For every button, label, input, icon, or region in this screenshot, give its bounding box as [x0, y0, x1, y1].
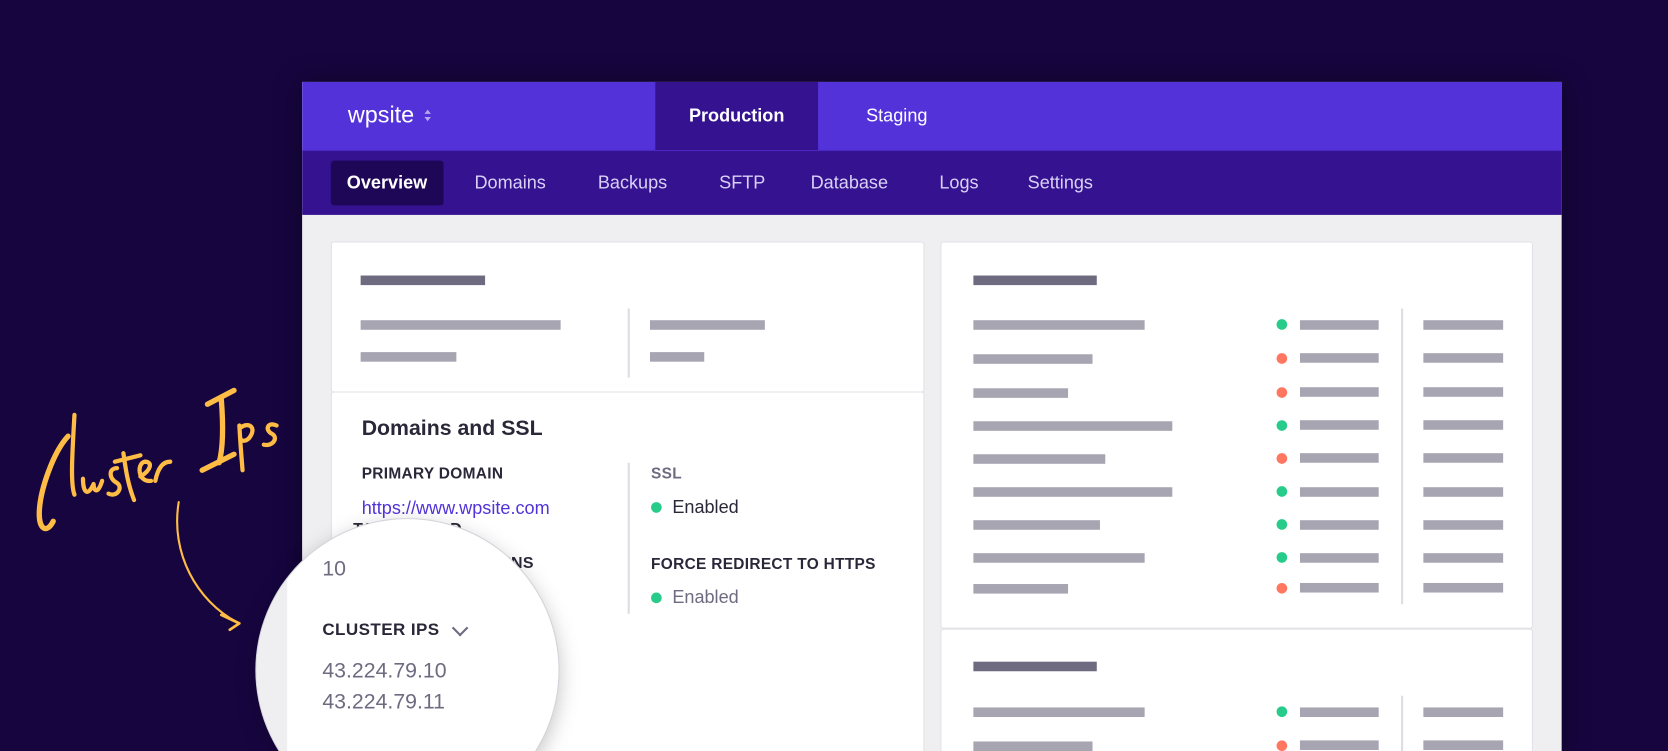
- total-domains-value: 10: [322, 557, 347, 581]
- tab-production[interactable]: Production: [655, 81, 819, 150]
- status-dot-icon: [1276, 486, 1288, 497]
- subnav-item-domains[interactable]: Domains: [474, 172, 546, 193]
- ssl-label: SSL: [651, 465, 683, 483]
- status-dot-icon: [1276, 519, 1288, 530]
- force-https-status: Enabled: [651, 587, 739, 608]
- subnav-item-settings[interactable]: Settings: [1027, 172, 1093, 193]
- subnav: Overview Domains Backups SFTP Database L…: [302, 149, 1562, 215]
- status-dot-icon: [651, 592, 662, 604]
- summary-card-placeholder: [331, 242, 924, 392]
- chevron-down-icon: [452, 619, 469, 636]
- status-list-card-placeholder: [941, 242, 1532, 628]
- cluster-ips-label: CLUSTER IPS: [322, 621, 440, 640]
- subnav-item-sftp[interactable]: SFTP: [719, 172, 766, 193]
- cluster-ips-toggle[interactable]: CLUSTER IPS: [322, 619, 469, 640]
- cluster-ips-annotation: [36, 387, 279, 632]
- placeholder-line: [360, 352, 457, 362]
- magnifier-gutter: [256, 519, 288, 751]
- subnav-item-overview[interactable]: Overview: [330, 160, 444, 206]
- status-dot-icon: [651, 502, 662, 513]
- placeholder-title: [973, 275, 1097, 286]
- status-dot-icon: [1276, 552, 1288, 563]
- subnav-item-backups[interactable]: Backups: [597, 172, 668, 193]
- status-dot-icon: [1276, 353, 1288, 364]
- status-dot-icon: [1276, 706, 1288, 718]
- top-bar: wpsite Production Staging: [302, 81, 1562, 150]
- magnifier-callout: 10 CLUSTER IPS 43.224.79.10 43.224.79.11: [256, 519, 559, 751]
- status-list-card-placeholder-2: [941, 629, 1532, 751]
- force-https-status-text: Enabled: [672, 587, 739, 608]
- domains-ssl-title: Domains and SSL: [361, 417, 543, 441]
- status-dot-icon: [1276, 387, 1288, 398]
- updown-chevron-icon: [424, 109, 432, 121]
- ssl-status: Enabled: [651, 497, 739, 518]
- app-window: wpsite Production Staging Overview Domai…: [302, 81, 1562, 751]
- cluster-ip-1: 43.224.79.10: [322, 659, 447, 683]
- tab-staging[interactable]: Staging: [866, 105, 928, 126]
- cluster-ip-2: 43.224.79.11: [322, 690, 445, 714]
- column-divider: [627, 308, 630, 378]
- ssl-status-text: Enabled: [672, 496, 739, 518]
- column-divider: [1401, 308, 1404, 605]
- placeholder-line: [649, 320, 765, 330]
- placeholder-title: [973, 661, 1097, 672]
- primary-domain-label: PRIMARY DOMAIN: [361, 465, 504, 483]
- primary-domain-link[interactable]: https://www.wpsite.com: [361, 497, 550, 519]
- subnav-item-database[interactable]: Database: [810, 172, 889, 193]
- status-dot-icon: [1276, 582, 1288, 594]
- placeholder-title: [360, 275, 486, 286]
- subnav-item-logs[interactable]: Logs: [939, 172, 979, 193]
- status-dot-icon: [1276, 740, 1288, 751]
- placeholder-line: [649, 352, 705, 362]
- column-divider: [627, 462, 630, 614]
- column-divider: [1401, 695, 1404, 751]
- placeholder-line: [360, 320, 561, 330]
- status-dot-icon: [1276, 420, 1288, 431]
- force-https-label: FORCE REDIRECT TO HTTPS: [651, 556, 876, 574]
- site-switcher[interactable]: wpsite: [347, 101, 432, 129]
- status-dot-icon: [1276, 453, 1288, 464]
- site-name: wpsite: [347, 101, 415, 128]
- status-dot-icon: [1276, 319, 1288, 330]
